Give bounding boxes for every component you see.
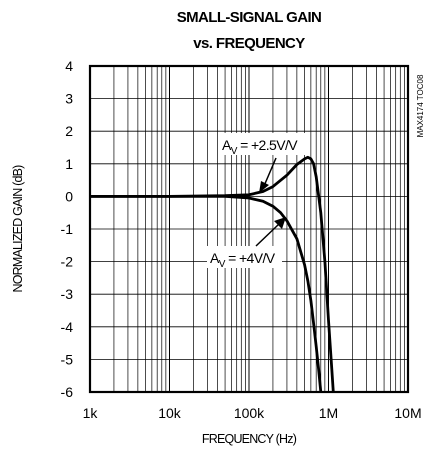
- y-tick-label: -1: [61, 221, 74, 237]
- y-axis-label: NORMALIZED GAIN (dB): [11, 165, 25, 293]
- y-tick-label: -3: [61, 286, 74, 302]
- annotation-gain-2-5-background: [219, 133, 308, 155]
- annotation-gain-2-5-arrow: [263, 157, 277, 187]
- y-tick-label: -6: [61, 384, 74, 400]
- chart-title: SMALL-SIGNAL GAIN: [177, 9, 322, 26]
- plot-grid: [90, 66, 408, 392]
- x-axis-label: FREQUENCY (Hz): [202, 432, 297, 446]
- annotation-gain-2-5-arrowhead: [259, 181, 269, 193]
- y-tick-label: 3: [65, 91, 73, 107]
- y-axis-ticks: 4 3 2 1 0 -1 -2 -3 -4 -5 -6: [61, 58, 74, 400]
- annotation-gain-4: AV = +4V/V: [207, 217, 286, 270]
- x-axis-ticks: 1k 10k 100k 1M 10M: [83, 405, 422, 421]
- x-tick-label: 10k: [158, 405, 182, 421]
- y-tick-label: 4: [65, 58, 73, 74]
- plot-frame: [88, 64, 410, 394]
- x-tick-label: 10M: [394, 405, 421, 421]
- y-tick-label: 0: [65, 188, 73, 204]
- y-tick-label: 1: [65, 156, 73, 172]
- figure-code-label: MAX4174 TOC08: [416, 74, 425, 137]
- x-tick-label: 100k: [234, 405, 265, 421]
- y-tick-label: -2: [61, 254, 74, 270]
- code-label-background: [413, 70, 425, 142]
- x-tick-label: 1M: [319, 405, 338, 421]
- y-tick-label: 2: [65, 123, 73, 139]
- annotation-gain-4-arrowhead: [274, 217, 286, 229]
- annotation-gain-4-arrow: [255, 223, 280, 247]
- series-line-2: [90, 195, 323, 393]
- series-line-1: [90, 155, 335, 393]
- y-tick-label: -4: [61, 319, 74, 335]
- curves: [90, 155, 335, 393]
- annotation-gain-2-5: AV = +2.5V/V: [219, 133, 308, 193]
- chart-subtitle: vs. FREQUENCY: [193, 35, 305, 52]
- annotation-gain-4-background: [207, 246, 282, 268]
- annotation-gain-2-5-label: AV = +2.5V/V: [222, 137, 298, 157]
- annotation-gain-4-label: AV = +4V/V: [210, 250, 276, 270]
- x-tick-label: 1k: [83, 405, 99, 421]
- y-tick-label: -5: [61, 351, 74, 367]
